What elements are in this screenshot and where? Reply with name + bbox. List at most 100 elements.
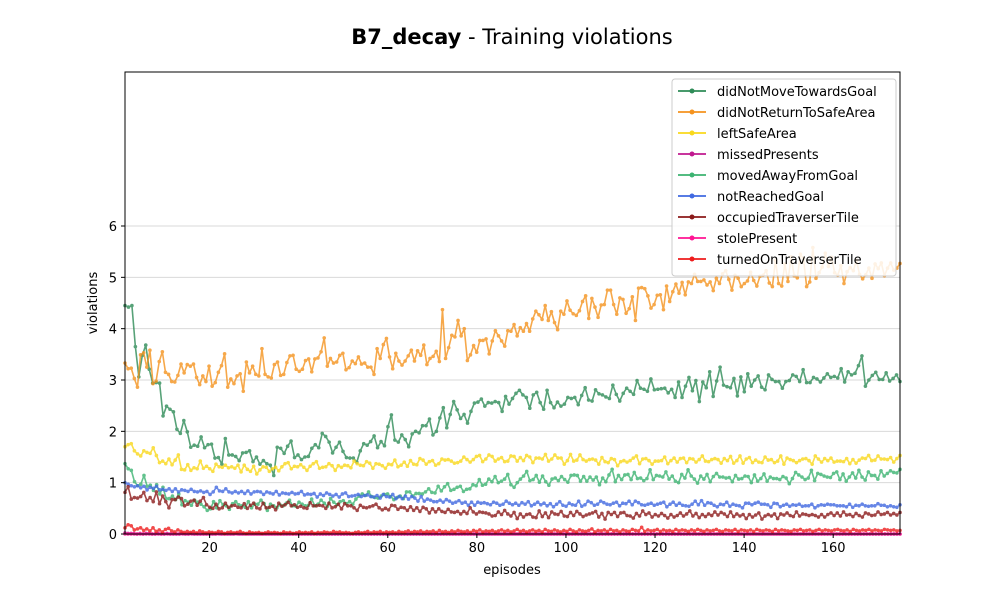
data-point [336, 463, 341, 468]
data-point [163, 461, 168, 466]
data-point [314, 459, 319, 464]
data-point [468, 460, 472, 464]
data-point [250, 364, 255, 368]
data-point [834, 470, 839, 474]
data-point [593, 305, 597, 309]
data-point [369, 365, 373, 369]
data-point [713, 510, 717, 514]
data-point [372, 530, 376, 534]
data-point [518, 512, 523, 516]
data-point [356, 492, 360, 497]
data-point [367, 461, 372, 465]
data-point [583, 529, 588, 534]
data-point [378, 496, 382, 500]
data-point [683, 384, 688, 388]
data-point [764, 528, 768, 532]
data-point [218, 498, 222, 503]
data-point [669, 387, 674, 392]
data-point [331, 529, 336, 534]
data-point [406, 354, 411, 358]
data-point [468, 530, 473, 535]
data-point [226, 465, 231, 470]
data-point [406, 529, 411, 533]
data-point [318, 492, 323, 496]
data-point [276, 501, 281, 506]
data-point [537, 509, 541, 513]
data-point [248, 469, 253, 474]
data-point [302, 493, 307, 497]
data-point [784, 476, 788, 480]
data-point [789, 529, 793, 534]
data-point [472, 401, 477, 405]
legend-marker [689, 193, 695, 199]
series-line-didNotReturnToSafeArea [124, 246, 901, 393]
data-point [517, 388, 522, 393]
data-point [662, 455, 667, 459]
data-point [657, 474, 662, 478]
data-point [742, 281, 747, 286]
data-point [168, 407, 172, 412]
data-point [580, 299, 585, 304]
data-point [755, 284, 759, 288]
data-point [803, 477, 807, 482]
data-point [191, 529, 196, 534]
data-point [520, 500, 524, 505]
data-point [552, 405, 556, 410]
data-point [338, 499, 342, 504]
data-point [555, 400, 560, 404]
data-point [832, 460, 836, 464]
data-point [621, 297, 625, 302]
data-point [476, 500, 480, 504]
data-point [804, 456, 808, 461]
data-point [423, 490, 428, 494]
data-point [438, 498, 442, 502]
data-point [565, 299, 569, 303]
data-point [527, 512, 532, 516]
data-point [813, 454, 818, 458]
data-point [531, 460, 535, 465]
data-point [801, 367, 805, 372]
data-point [891, 504, 896, 509]
data-point [485, 501, 490, 506]
data-point [509, 514, 513, 518]
data-point [546, 318, 551, 323]
data-point [311, 503, 316, 508]
data-point [747, 512, 752, 517]
data-point [572, 473, 576, 477]
data-point [207, 364, 211, 368]
data-point [347, 365, 351, 370]
data-point [627, 529, 632, 534]
data-point [667, 528, 672, 533]
data-point [587, 457, 592, 462]
data-point [590, 296, 594, 301]
data-point [593, 458, 598, 462]
data-point [800, 475, 804, 479]
data-point [730, 288, 734, 292]
data-point [860, 456, 865, 460]
data-point [779, 528, 784, 532]
data-point [515, 459, 520, 463]
data-point [465, 511, 469, 516]
data-point [540, 514, 545, 519]
data-point [652, 503, 657, 508]
data-point [724, 476, 728, 480]
data-point [487, 453, 491, 457]
data-point [524, 469, 529, 474]
data-point [680, 528, 684, 532]
data-point [812, 478, 817, 483]
data-point [220, 462, 224, 466]
data-point [872, 503, 877, 508]
data-point [182, 530, 186, 535]
legend-label: notReachedGoal [717, 190, 824, 205]
data-point [450, 529, 454, 533]
data-point [417, 491, 421, 496]
data-point [826, 458, 830, 463]
data-point [390, 530, 395, 534]
data-point [381, 342, 386, 347]
data-point [521, 329, 526, 334]
data-point [735, 394, 740, 398]
data-point [353, 361, 358, 366]
data-point [851, 514, 855, 519]
data-point [873, 370, 878, 375]
data-point [884, 371, 888, 375]
